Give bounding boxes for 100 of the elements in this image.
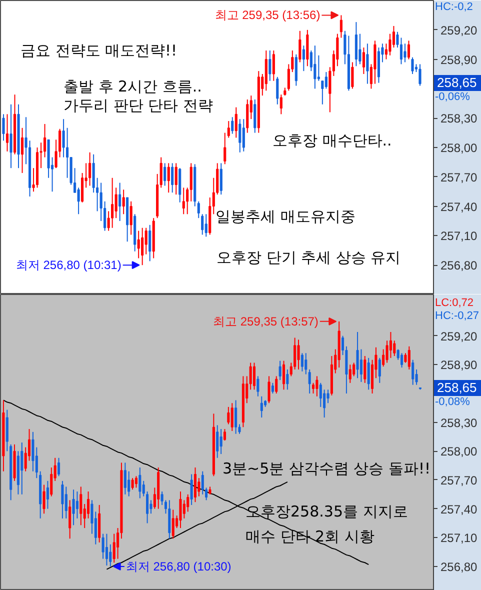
candlestick bbox=[316, 376, 318, 397]
candlestick bbox=[242, 118, 245, 152]
y-tick-label: 259,20 bbox=[440, 23, 478, 38]
y-tick-label: 258,30 bbox=[440, 112, 478, 126]
candlestick bbox=[246, 98, 249, 134]
annotation: 오후장 단기 추세 상승 유지 bbox=[216, 248, 401, 266]
candlestick bbox=[182, 500, 186, 519]
y-tick-label: 258,00 bbox=[440, 141, 478, 155]
y-tick-label: 257,70 bbox=[440, 473, 478, 488]
candlestick bbox=[234, 400, 238, 434]
candlestick bbox=[122, 189, 125, 215]
y-tick-label: 256,80 bbox=[440, 258, 478, 273]
text: HC:-0,2 bbox=[434, 0, 474, 14]
candlestick bbox=[294, 54, 298, 86]
candlestick bbox=[81, 172, 84, 203]
candlestick bbox=[111, 177, 114, 228]
candlestick bbox=[271, 382, 274, 394]
candlestick bbox=[171, 162, 174, 194]
candlestick bbox=[20, 442, 24, 495]
candlestick bbox=[216, 424, 219, 458]
candlestick bbox=[298, 30, 302, 63]
candlestick bbox=[42, 484, 46, 514]
candlestick bbox=[141, 227, 144, 266]
candlestick bbox=[314, 45, 316, 90]
candlestick bbox=[43, 123, 46, 158]
candlestick bbox=[280, 94, 282, 115]
y-tick-label: 258,00 bbox=[440, 444, 478, 459]
annotation: 최저 256,80 (10:31) bbox=[16, 258, 122, 272]
candlestick bbox=[364, 356, 366, 384]
annotation: 오후장 매수단타.. bbox=[272, 132, 392, 150]
candlestick bbox=[179, 491, 182, 529]
candlestick bbox=[356, 331, 359, 379]
candlestick bbox=[182, 187, 185, 215]
candlestick bbox=[46, 480, 49, 510]
candlestick bbox=[312, 382, 315, 394]
candlestick bbox=[118, 182, 122, 222]
candlestick bbox=[227, 120, 230, 138]
candlestick bbox=[172, 509, 174, 540]
candlestick bbox=[134, 476, 138, 488]
text: 258,65 bbox=[434, 75, 481, 92]
candlestick bbox=[131, 478, 134, 490]
candlestick bbox=[105, 533, 108, 566]
candlestick bbox=[10, 104, 12, 169]
candlestick bbox=[400, 352, 404, 368]
candlestick bbox=[88, 152, 92, 186]
candlestick bbox=[190, 162, 192, 202]
annotation: 금요 전략도 매도전략!! bbox=[20, 42, 178, 60]
candlestick bbox=[360, 348, 362, 382]
y-tick-label: 257,40 bbox=[440, 502, 478, 516]
candlestick bbox=[238, 118, 242, 153]
candlestick bbox=[220, 162, 222, 196]
candlestick bbox=[124, 462, 126, 495]
candlestick bbox=[167, 162, 170, 194]
candlestick bbox=[326, 389, 330, 404]
candlestick bbox=[224, 132, 226, 165]
candlestick bbox=[2, 114, 5, 142]
y-tick-label: 259,20 bbox=[440, 329, 478, 344]
y-tick-label: 258,90 bbox=[440, 52, 478, 67]
candlestick bbox=[204, 214, 208, 238]
candlestick bbox=[411, 56, 414, 74]
candlestick bbox=[137, 230, 140, 259]
candlestick bbox=[164, 162, 166, 186]
candlestick bbox=[252, 362, 256, 390]
candlestick bbox=[72, 489, 75, 526]
candlestick bbox=[130, 200, 132, 236]
candlestick bbox=[400, 37, 403, 65]
candlestick bbox=[276, 76, 279, 105]
candlestick bbox=[234, 106, 238, 138]
candlestick bbox=[87, 491, 90, 519]
candlestick bbox=[340, 14, 342, 38]
candlestick bbox=[260, 396, 263, 418]
candlestick bbox=[378, 357, 381, 384]
candlestick bbox=[317, 54, 320, 82]
text: -0,06% bbox=[434, 90, 471, 104]
candlestick bbox=[384, 43, 388, 60]
annotation: 최고 259,35 (13:57) bbox=[213, 314, 318, 328]
candlestick bbox=[256, 376, 260, 397]
candlestick bbox=[300, 352, 304, 372]
candlestick bbox=[404, 352, 407, 364]
candlestick bbox=[407, 40, 410, 60]
candlestick bbox=[389, 331, 392, 358]
candlestick bbox=[50, 466, 53, 497]
candlestick bbox=[201, 470, 204, 495]
y-tick-label: 256,80 bbox=[440, 560, 478, 574]
candlestick bbox=[227, 406, 230, 425]
y-tick-label: 258,30 bbox=[440, 416, 478, 430]
candlestick bbox=[268, 50, 272, 82]
candlestick bbox=[286, 368, 289, 390]
candlestick bbox=[62, 118, 65, 158]
candlestick bbox=[68, 500, 72, 540]
candlestick bbox=[319, 382, 322, 408]
annotation: 3분~5분 삼각수렴 상승 돌파!! bbox=[222, 460, 430, 478]
annotation: 최저 256,80 (10:30) bbox=[126, 559, 232, 574]
candlestick bbox=[138, 466, 142, 499]
y-tick-label: 257,70 bbox=[440, 170, 478, 184]
text: LC:0,72 bbox=[434, 296, 475, 310]
candlestick bbox=[382, 348, 385, 368]
annotation: 출발 후 2시간 흐름.. 가두리 판단 단타 전략 bbox=[64, 78, 213, 114]
y-tick-label: 257,10 bbox=[440, 531, 478, 546]
candlestick bbox=[194, 466, 197, 503]
